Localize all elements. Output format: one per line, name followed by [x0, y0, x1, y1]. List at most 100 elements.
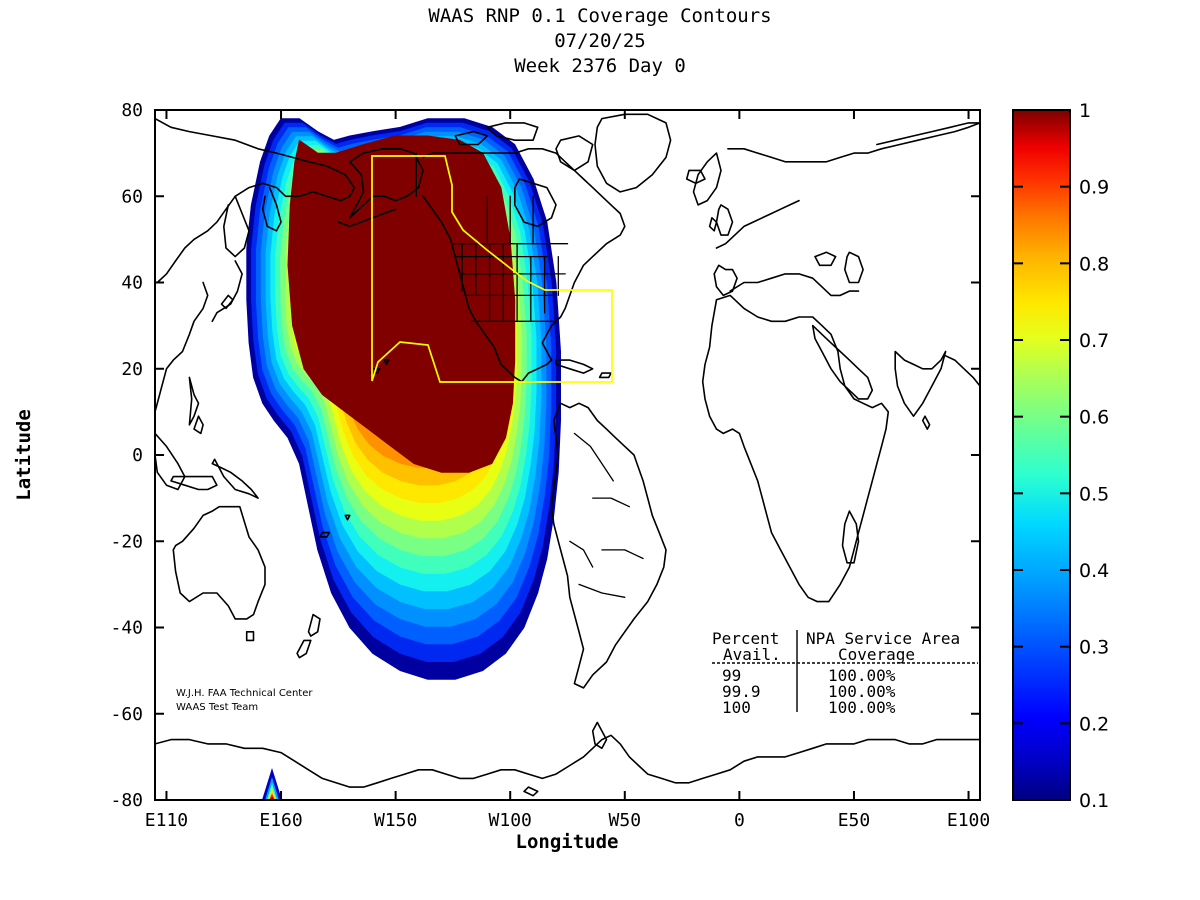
coastline: [708, 217, 718, 232]
state-border: [578, 583, 626, 598]
coastline: [550, 402, 667, 689]
coastline: [296, 639, 312, 659]
x-tick-label: E100: [947, 810, 990, 831]
coastline: [598, 372, 612, 379]
x-tick-label: E110: [145, 810, 188, 831]
colorbar-tick-label: 0.9: [1079, 177, 1109, 199]
coastline: [844, 251, 864, 284]
coastline: [811, 324, 874, 400]
coastline: [383, 359, 390, 366]
x-tick-label: E160: [259, 810, 302, 831]
coastline: [422, 148, 626, 383]
colorbar: 1 0.9 0.8 0.7 0.6 0.5 0.4 0.3 0.2 0.1: [1012, 100, 1109, 812]
coastline: [349, 148, 424, 219]
y-tick-label: 80: [121, 100, 143, 121]
antarctic-coverage-spike: [262, 768, 282, 800]
y-tick-label: -80: [110, 790, 143, 811]
coastline: [319, 531, 330, 538]
y-tick-label: 60: [121, 186, 143, 207]
table-row: 100: [722, 698, 751, 717]
state-border: [569, 540, 594, 568]
coastline: [814, 251, 837, 267]
coastline: [894, 350, 947, 417]
colorbar-tick-label: 1: [1079, 100, 1091, 122]
table-header-right-2: Coverage: [838, 645, 915, 664]
coastline: [261, 186, 282, 232]
coastline: [337, 208, 397, 228]
coastline: [701, 294, 890, 603]
colorbar-frame: [1012, 109, 1071, 801]
coastline: [685, 169, 706, 185]
coastline: [223, 195, 250, 258]
colorbar-tick-label: 0.1: [1079, 790, 1109, 812]
y-tick-label: -20: [110, 531, 143, 552]
table-row-group: 99 100.00% 99.9 100.00% 100 100.00%: [722, 666, 896, 717]
coastline: [555, 135, 594, 172]
credit-line-1: W.J.H. FAA Technical Center: [176, 688, 313, 699]
coastline: [188, 376, 200, 426]
colorbar-tick-label: 0.2: [1079, 713, 1109, 735]
coastline: [211, 260, 243, 323]
npa-service-table: Percent Avail. NPA Service Area Coverage…: [712, 629, 978, 717]
x-tick-label: E50: [838, 810, 871, 831]
coastline: [841, 510, 860, 564]
coastline-layer: [155, 113, 980, 797]
y-tick-label: 20: [121, 359, 143, 380]
coastline: [155, 734, 980, 788]
x-tick-label: W50: [609, 810, 642, 831]
y-tick-label: 40: [121, 273, 143, 294]
coastline: [155, 281, 209, 413]
title-line-1: WAAS RNP 0.1 Coverage Contours: [428, 5, 772, 27]
coastline: [454, 130, 489, 146]
table-header-left-2: Avail.: [723, 645, 781, 664]
coastline: [713, 264, 738, 297]
table-row: 100.00%: [828, 666, 896, 685]
x-tick-label: W150: [374, 810, 417, 831]
y-tick-label: -40: [110, 618, 143, 639]
coastline: [193, 415, 204, 435]
colorbar-ticks: 1 0.9 0.8 0.7 0.6 0.5 0.4 0.3 0.2 0.1: [1013, 100, 1109, 812]
credit-line-2: WAAS Test Team: [176, 702, 258, 713]
table-row: 99.9: [722, 682, 761, 701]
coastline: [921, 415, 931, 430]
coverage-contour-field: [246, 118, 561, 680]
state-border: [601, 549, 644, 560]
y-axis-label: Latitude: [13, 409, 35, 501]
figure-title: WAAS RNP 0.1 Coverage Contours 07/20/25 …: [0, 4, 1200, 79]
npa-service-area-boundary: [371, 155, 613, 383]
y-tick-label: 0: [132, 445, 143, 466]
coastline: [514, 178, 557, 228]
coastline: [211, 458, 259, 499]
coastline: [876, 122, 980, 146]
coastline: [172, 505, 266, 620]
colorbar-tick-label: 0.5: [1079, 483, 1109, 505]
title-line-3: Week 2376 Day 0: [514, 55, 686, 77]
colorbar-tick-label: 0.4: [1079, 560, 1109, 582]
coastline: [591, 721, 608, 750]
colorbar-tick-label: 0.8: [1079, 253, 1109, 275]
colorbar-tick-label: 0.3: [1079, 637, 1109, 659]
coastline: [523, 786, 539, 797]
title-line-2: 07/20/25: [554, 30, 646, 52]
coastline: [715, 204, 734, 236]
coastline: [307, 613, 321, 637]
coastline: [155, 117, 356, 284]
state-border: [573, 432, 614, 482]
coastline: [692, 152, 722, 206]
x-tick-label: W100: [489, 810, 532, 831]
table-header-right-1: NPA Service Area: [806, 629, 960, 648]
x-tick-label: 0: [734, 810, 745, 831]
contour-core-plateau: [287, 135, 516, 473]
colorbar-tick-label: 0.7: [1079, 330, 1109, 352]
coastline: [944, 355, 980, 387]
coastline: [245, 631, 255, 642]
coastline: [344, 514, 351, 521]
colorbar-tick-label: 0.6: [1079, 407, 1109, 429]
coastline: [727, 122, 980, 163]
coastline: [729, 273, 860, 297]
x-axis-label: Longitude: [516, 831, 619, 853]
coastline: [486, 122, 539, 141]
credit-block: W.J.H. FAA Technical Center WAAS Test Te…: [176, 688, 313, 713]
